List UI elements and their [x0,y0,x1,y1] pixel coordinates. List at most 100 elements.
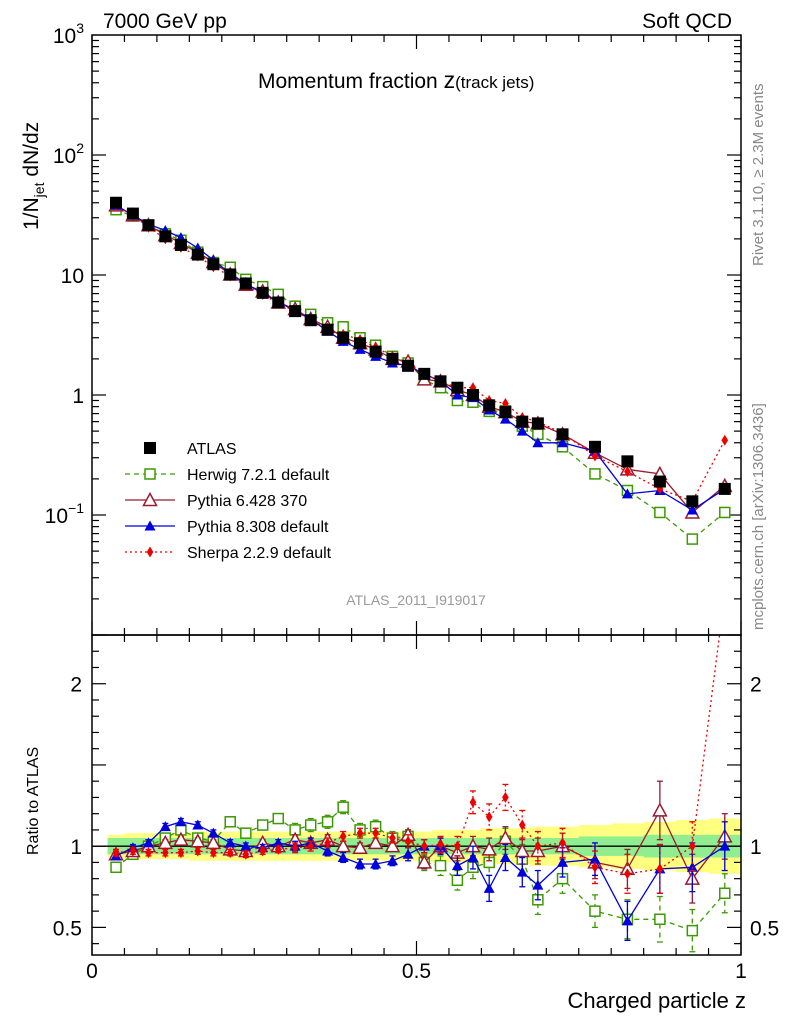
ratio-point [485,811,493,823]
main-y-tick-label: 1 [72,385,84,408]
main-point [721,434,729,446]
main-point [451,389,463,400]
ratio-point [210,847,217,859]
ratio-point [420,840,428,852]
ratio-y-tick-label-right: 1 [750,836,762,859]
main-point [653,475,666,488]
ratio-y-tick-label: 2 [70,674,82,697]
legend-marker [142,491,158,507]
legend-entry: Pythia 8.308 default [125,519,329,536]
ratio-point [481,841,497,856]
main-title-sub: (track jets) [455,73,534,92]
mcplots-label: mcplots.cern.ch [arXiv:1306.3436] [750,403,767,630]
ratio-point [356,827,364,839]
ratio-point [224,837,236,848]
main-point [418,367,431,380]
ratio-point [335,838,351,853]
ratio-point [454,840,461,852]
main-point [531,417,544,430]
ratio-point [192,819,204,830]
ratio-y-tick-label: 1 [70,836,82,859]
ratio-point [514,842,531,858]
legend-label: Pythia 6.428 370 [187,493,307,510]
main-point [207,258,220,271]
rivet-label: Rivet 3.1.10, ≥ 2.3M events [750,84,767,267]
main-point [588,440,601,453]
ratio-point [689,840,696,852]
ratio-point [557,856,569,867]
main-y-tick-base: 10 [45,505,68,528]
ratio-point [652,802,668,817]
ratio-point [354,858,366,869]
ratio-point [686,924,699,937]
main-point [354,337,367,350]
main-point [142,219,155,232]
ratio-x-tick-label: 1 [735,960,747,983]
main-point [589,468,601,480]
ratio-point [112,847,120,859]
main-series-line [115,204,726,511]
main-ylabel-sub: jet [31,182,47,198]
main-point [289,305,302,318]
ratio-point [386,855,398,866]
main-point [516,415,529,428]
main-point [451,381,464,394]
ratio-point [226,847,234,859]
main-point [718,482,731,495]
main-point [369,345,382,358]
header-left: 7000 GeV pp [103,10,227,33]
main-point [624,466,631,478]
main-y-axis-label: 1/Njet dN/dz [20,122,47,230]
legend-entry: Pythia 6.428 370 [125,491,307,510]
main-series-layer [108,196,733,545]
main-point [686,495,699,508]
ratio-point [242,848,250,860]
main-watermark: ATLAS_2011_I919017 [346,592,486,608]
main-point [654,506,666,519]
main-y-tick-label: 103 [53,20,84,48]
main-point [516,425,528,436]
header-right: Soft QCD [642,10,732,33]
legend-marker [144,520,156,531]
legend-entry: Sherpa 2.2.9 default [125,545,332,562]
ratio-point [656,863,664,875]
main-point [621,488,633,499]
main-y-tick-base: 10 [53,145,76,168]
ratio-point [240,840,252,851]
ratio-point [337,852,349,863]
ratio-point [291,842,299,854]
main-point [110,196,123,209]
ratio-point [621,915,633,926]
ratio-point [224,816,236,828]
main-y-tick-exp: 2 [76,140,84,156]
ratio-point [173,831,189,846]
legend-entry: Herwig 7.2.1 default [125,467,330,484]
ratio-point [404,835,412,847]
main-point [466,389,479,401]
x-axis-label: Charged particle z [567,988,746,1013]
ratio-point [177,847,185,859]
ratio-point [240,827,252,839]
ratio-y-tick-label-right: 2 [750,674,762,697]
main-point [686,533,699,545]
ratio-point [256,819,269,831]
main-point [686,504,698,515]
main-point [557,437,569,448]
ratio-point [272,837,284,848]
main-point [483,399,496,412]
ratio-point [129,845,137,857]
ratio-point [434,859,447,872]
ratio-point [437,839,444,851]
main-point [321,323,334,336]
ratio-point [559,837,566,849]
ratio-y-axis-label: Ratio to ATLAS [25,747,42,855]
main-title-z: z [444,67,456,93]
ratio-panel: 0.5 0.51 12 20 0.5 1 Ratio to ATLAS [25,634,779,983]
ratio-point [416,854,433,869]
main-point [434,375,447,388]
ratio-point [589,905,601,917]
legend-label: Herwig 7.2.1 default [187,467,330,484]
ratio-point [499,852,511,863]
